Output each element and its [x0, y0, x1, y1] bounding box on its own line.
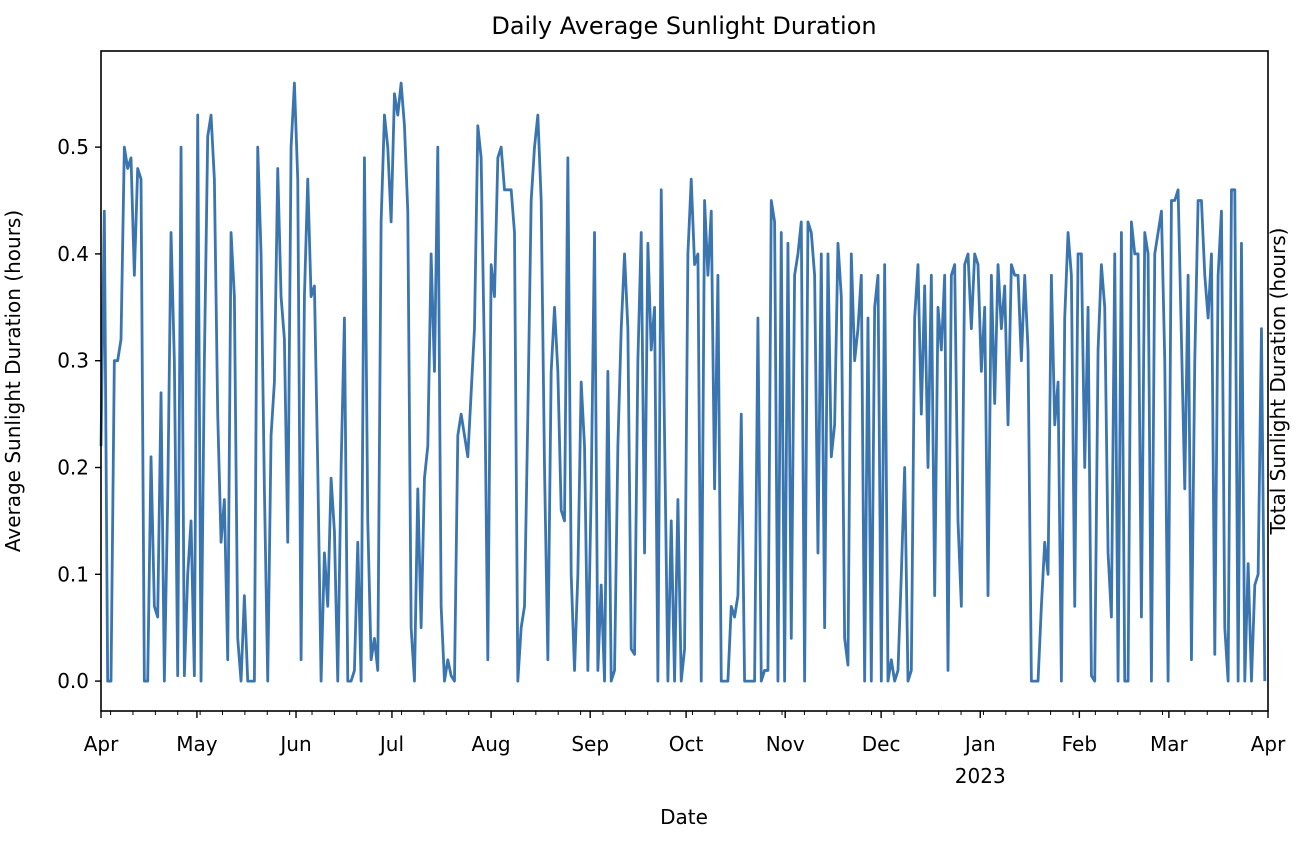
x-tick-label: Sep — [571, 732, 609, 756]
x-tick-label: Oct — [669, 732, 704, 756]
x-tick-label: Jul — [378, 732, 404, 756]
y-tick-label: 0.4 — [57, 242, 89, 266]
series-line-0 — [99, 81, 1267, 683]
x-tick-label: Apr — [1251, 732, 1286, 756]
y-tick-label: 0.0 — [57, 669, 89, 693]
y-tick-label: 0.1 — [57, 562, 89, 586]
chart-title: Daily Average Sunlight Duration — [491, 12, 876, 40]
y-tick-label: 0.2 — [57, 456, 89, 480]
plot-area — [99, 81, 1267, 683]
x-tick-label: Apr — [84, 732, 119, 756]
plot-frame — [100, 50, 1269, 712]
x-tick-label: Dec — [862, 732, 901, 756]
x-tick-year-label: 2023 — [955, 764, 1006, 788]
x-axis: Apr May Jun Jul Aug Sep Oct Nov Dec Jan 2023 Feb Mar… — [84, 711, 1286, 788]
x-axis-label: Date — [660, 805, 708, 829]
x-tick-label: Mar — [1150, 732, 1189, 756]
x-tick-label: May — [176, 732, 218, 756]
x-tick-label: Nov — [766, 732, 805, 756]
x-tick-label: Aug — [472, 732, 511, 756]
x-tick-label: Feb — [1062, 732, 1097, 756]
y-tick-label: 0.5 — [57, 135, 89, 159]
y-axis-label-right: Total Sunlight Duration (hours) — [1266, 228, 1290, 536]
y-axis: 0.0 0.1 0.2 0.3 0.4 0.5 — [57, 135, 101, 693]
y-axis-label: Average Sunlight Duration (hours) — [1, 210, 25, 552]
x-tick-label: Jun — [278, 732, 311, 756]
x-tick-label: Jan — [963, 732, 996, 756]
y-tick-label: 0.3 — [57, 349, 89, 373]
